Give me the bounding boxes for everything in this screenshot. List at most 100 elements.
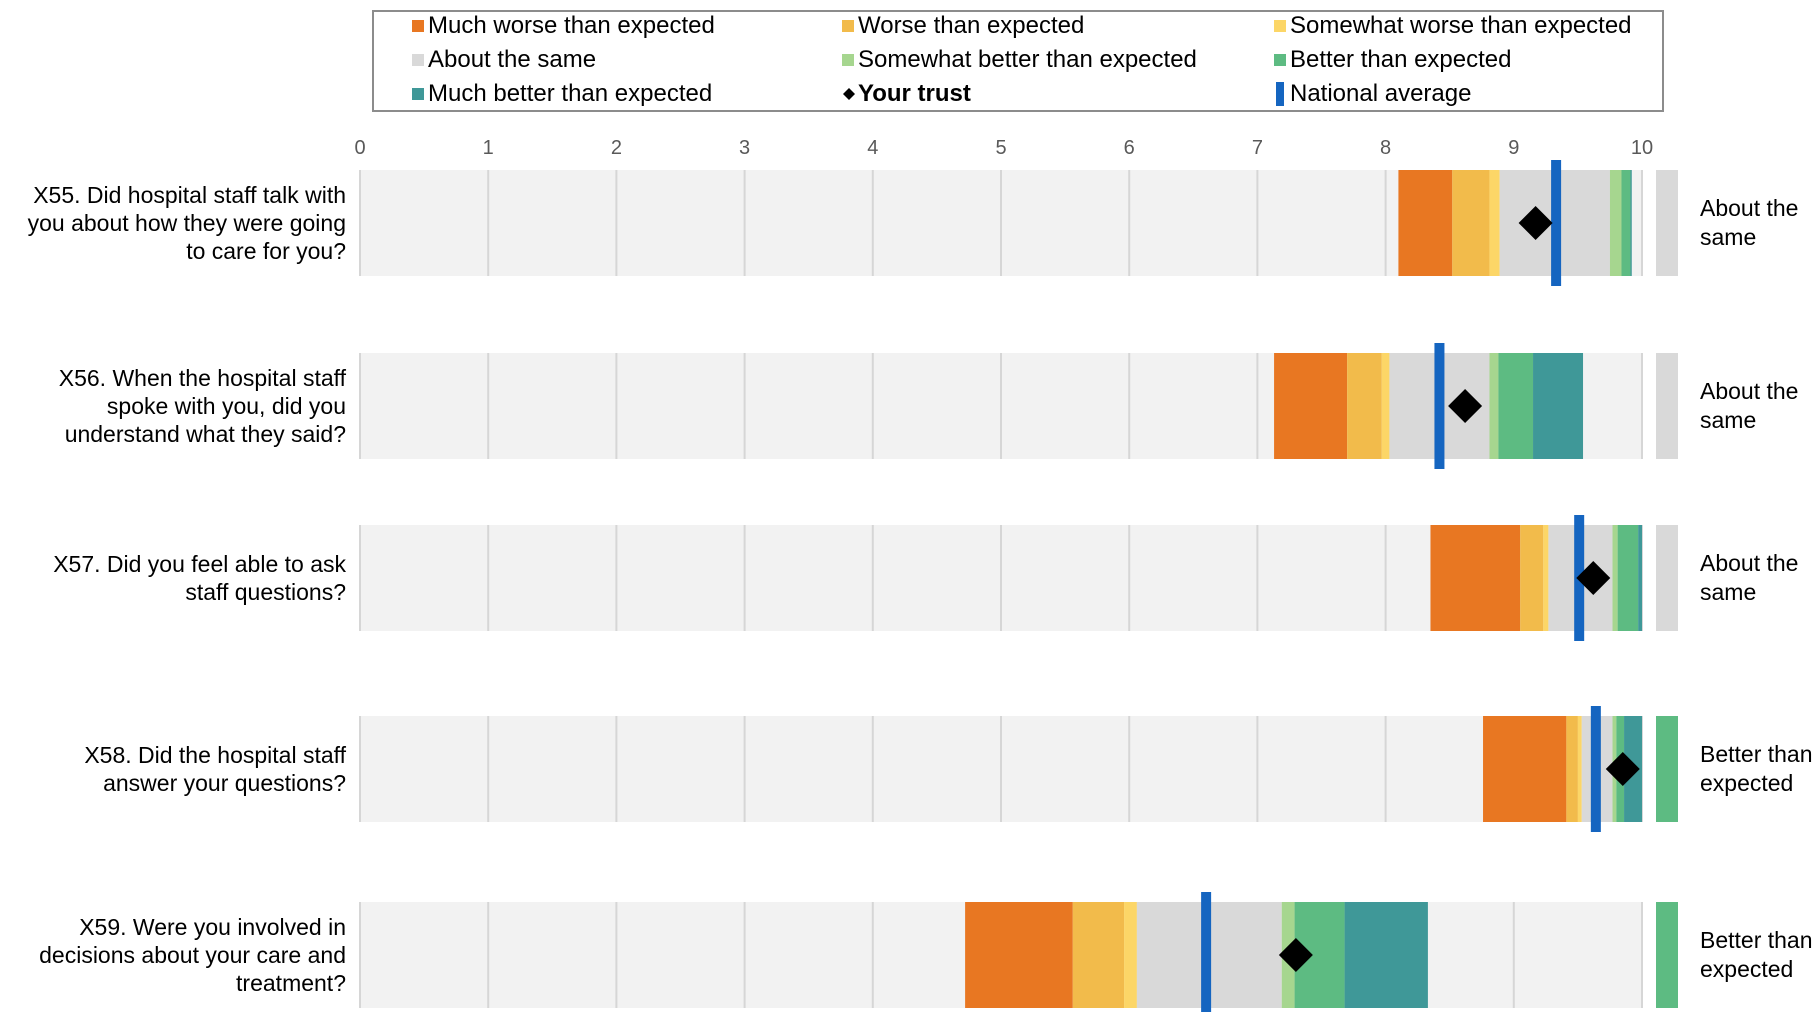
- x-tick-label: 2: [611, 137, 622, 159]
- outcome-label: Better than expected: [1700, 740, 1820, 798]
- band-segment: [1381, 353, 1390, 459]
- legend-label: Your trust: [858, 80, 971, 107]
- band-segment: [1630, 170, 1632, 276]
- band-segment: [1452, 170, 1490, 276]
- your-trust-marker: [1576, 561, 1611, 595]
- x-tick-label: 9: [1508, 137, 1519, 159]
- outcome-label-line: About the: [1700, 378, 1799, 404]
- question-label-line: staff questions?: [185, 579, 346, 605]
- question-label: X56. When the hospital staff spoke with y…: [0, 364, 346, 448]
- legend-label: Somewhat worse than expected: [1290, 12, 1632, 39]
- question-label: X55. Did hospital staff talk with you abo…: [0, 181, 346, 265]
- your-trust-marker: [1448, 389, 1483, 423]
- legend-label: Much worse than expected: [428, 12, 715, 39]
- outcome-indicator: [1656, 716, 1678, 822]
- outcome-label-line: About the: [1700, 550, 1799, 576]
- band-segment: [1398, 170, 1453, 276]
- outcome-label-line: About the: [1700, 195, 1799, 221]
- question-label-line: to care for you?: [186, 238, 346, 264]
- band-segment: [1638, 525, 1642, 631]
- question-label-line: spoke with you, did you: [106, 393, 346, 419]
- legend-label: About the same: [428, 46, 597, 73]
- outcome-indicator: [1656, 525, 1678, 631]
- legend-label: National average: [1290, 80, 1472, 107]
- outcome-label-line: same: [1700, 224, 1757, 250]
- outcome-indicator: [1656, 170, 1678, 276]
- question-label-line: you about how they were going: [27, 210, 346, 236]
- band-segment: [1489, 170, 1500, 276]
- question-label: X58. Did the hospital staff answer your q…: [0, 741, 346, 797]
- legend-label: Much better than expected: [428, 80, 713, 107]
- question-label-line: X57. Did you feel able to ask: [53, 551, 346, 577]
- national-average-marker: [1551, 160, 1562, 286]
- national-average-marker: [1434, 343, 1445, 469]
- band-segment: [1566, 716, 1578, 822]
- legend-swatch: [412, 54, 424, 66]
- question-label-line: X59. Were you involved in: [79, 914, 346, 940]
- outcome-label: About the same: [1700, 194, 1820, 252]
- x-tick-label: 3: [739, 137, 750, 159]
- band-segment: [1489, 353, 1499, 459]
- x-tick-label: 7: [1252, 137, 1263, 159]
- band-segment: [1621, 170, 1631, 276]
- legend-swatch: [1274, 54, 1286, 66]
- band-segment: [1344, 902, 1428, 1008]
- band-segment: [1609, 170, 1622, 276]
- outcome-label: About the same: [1700, 549, 1820, 607]
- outcome-label: Better than expected: [1700, 926, 1820, 984]
- question-label-line: understand what they said?: [64, 421, 346, 447]
- diamond-icon: [843, 88, 855, 100]
- legend-label: Somewhat better than expected: [858, 46, 1197, 73]
- band-segment: [1533, 353, 1584, 459]
- band-segment: [1274, 353, 1348, 459]
- your-trust-marker: [1518, 206, 1553, 240]
- band-segment: [1543, 525, 1549, 631]
- question-label-line: X58. Did the hospital staff: [84, 742, 346, 768]
- legend-line-swatch: [1276, 82, 1284, 106]
- outcome-label-line: Better than: [1700, 927, 1813, 953]
- band-segment: [1612, 525, 1618, 631]
- band-segment: [1347, 353, 1382, 459]
- x-tick-label: 0: [354, 137, 365, 159]
- question-label: X57. Did you feel able to ask staff quest…: [0, 550, 346, 606]
- outcome-label-line: same: [1700, 407, 1757, 433]
- national-average-marker: [1590, 706, 1601, 832]
- your-trust-marker: [1605, 752, 1640, 786]
- band-segment: [1430, 525, 1521, 631]
- x-tick-label: 4: [867, 137, 878, 159]
- x-tick-label: 1: [483, 137, 494, 159]
- your-trust-marker: [1278, 938, 1313, 972]
- outcome-label-line: expected: [1700, 956, 1794, 982]
- outcome-label: About the same: [1700, 377, 1820, 435]
- band-segment: [1577, 716, 1582, 822]
- legend-label: Worse than expected: [858, 12, 1085, 39]
- x-tick-label: 10: [1631, 137, 1653, 159]
- legend-swatch: [842, 20, 854, 32]
- band-segment: [1072, 902, 1125, 1008]
- legend-label: Better than expected: [1290, 46, 1512, 73]
- band-segment: [1498, 353, 1534, 459]
- question-label-line: decisions about your care and: [39, 942, 346, 968]
- national-average-marker: [1201, 892, 1212, 1012]
- band-segment: [1124, 902, 1137, 1008]
- question-label: X59. Were you involved in decisions about…: [0, 913, 346, 997]
- band-segment: [965, 902, 1073, 1008]
- band-segment: [1483, 716, 1567, 822]
- x-tick-label: 6: [1124, 137, 1135, 159]
- chart-legend: Much worse than expected Worse than expe…: [372, 10, 1664, 112]
- outcome-label-line: same: [1700, 579, 1757, 605]
- outcome-indicator: [1656, 902, 1678, 1008]
- question-label-line: X55. Did hospital staff talk with: [33, 182, 346, 208]
- question-label-line: answer your questions?: [103, 770, 346, 796]
- legend-swatch: [1274, 20, 1286, 32]
- outcome-label-line: Better than: [1700, 741, 1813, 767]
- legend-swatch: [412, 88, 424, 100]
- legend-swatch: [842, 54, 854, 66]
- question-label-line: X56. When the hospital staff: [58, 365, 346, 391]
- x-tick-label: 5: [995, 137, 1006, 159]
- outcome-indicator: [1656, 353, 1678, 459]
- band-segment: [1520, 525, 1544, 631]
- outcome-label-line: expected: [1700, 770, 1794, 796]
- legend-swatch: [412, 20, 424, 32]
